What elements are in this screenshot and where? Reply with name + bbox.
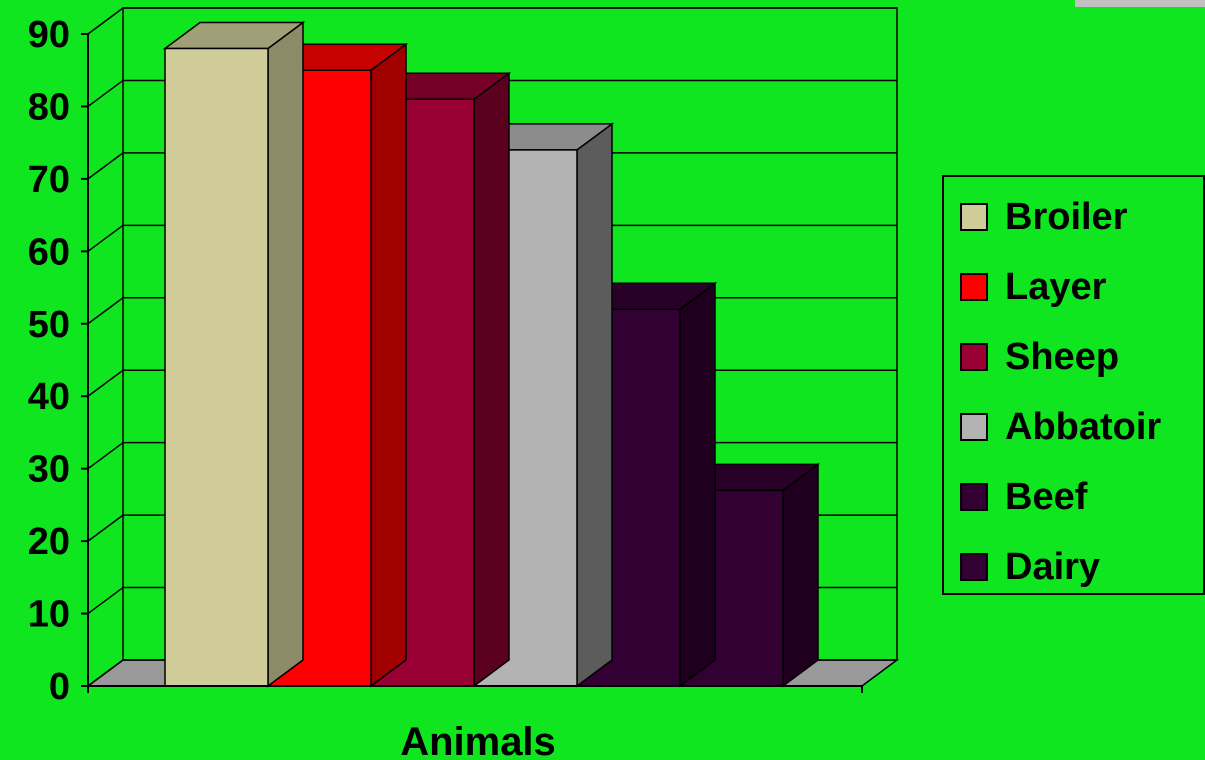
- side-gridline: [87, 297, 124, 325]
- axes: [81, 33, 863, 693]
- y-tick-label: 20: [28, 521, 70, 563]
- legend-item-beef: Beef: [960, 475, 1088, 518]
- side-gridline: [87, 659, 124, 687]
- legend-label: Sheep: [1005, 335, 1120, 378]
- y-tick-label: 0: [49, 666, 70, 708]
- side-gridline: [87, 79, 124, 108]
- legend-item-layer: Layer: [960, 265, 1107, 308]
- legend-swatch: [960, 553, 988, 581]
- y-tick-label: 70: [28, 159, 70, 201]
- y-tick-label: 80: [28, 86, 70, 128]
- legend: Broiler Layer Sheep Abbatoir Beef Dairy: [942, 175, 1205, 595]
- bar-front: [164, 47, 269, 687]
- y-tick-label: 40: [28, 376, 70, 418]
- side-gridline: [87, 7, 124, 35]
- side-gridline: [87, 369, 124, 397]
- legend-item-abbatoir: Abbatoir: [960, 405, 1162, 448]
- bars: [162, 20, 821, 688]
- side-gridline: [87, 224, 124, 252]
- legend-item-sheep: Sheep: [960, 335, 1120, 378]
- x-axis-label: Animals: [400, 720, 556, 760]
- legend-label: Abbatoir: [1005, 405, 1162, 448]
- legend-label: Beef: [1005, 475, 1088, 518]
- legend-swatch: [960, 343, 988, 371]
- corner-box: [1075, 0, 1205, 7]
- legend-label: Dairy: [1005, 545, 1101, 588]
- y-tick-label: 50: [28, 304, 70, 346]
- legend-swatch: [960, 483, 988, 511]
- side-gridline: [87, 514, 124, 542]
- y-tick-label: 30: [28, 449, 70, 491]
- y-tick-label: 60: [28, 231, 70, 273]
- side-gridline: [87, 586, 124, 615]
- bar-side: [679, 281, 716, 688]
- legend-swatch: [960, 413, 988, 441]
- bar-side: [267, 20, 304, 688]
- side-gridline: [87, 152, 124, 180]
- legend-item-dairy: Dairy: [960, 545, 1101, 588]
- legend-item-broiler: Broiler: [960, 195, 1128, 238]
- bar-broiler: [162, 20, 306, 688]
- y-tick-label: 10: [28, 594, 70, 636]
- legend-label: Broiler: [1005, 195, 1128, 238]
- side-gridline: [87, 442, 124, 470]
- y-tick-label: 90: [28, 14, 70, 56]
- bar-side: [576, 122, 613, 688]
- bar-side: [782, 462, 819, 688]
- bar-side: [370, 42, 407, 688]
- legend-swatch: [960, 273, 988, 301]
- y-tick-labels: 0 10 20 30 40 50 60 70 80 90: [28, 14, 70, 708]
- legend-label: Layer: [1005, 265, 1107, 308]
- legend-swatch: [960, 203, 988, 231]
- bar-side: [473, 71, 510, 688]
